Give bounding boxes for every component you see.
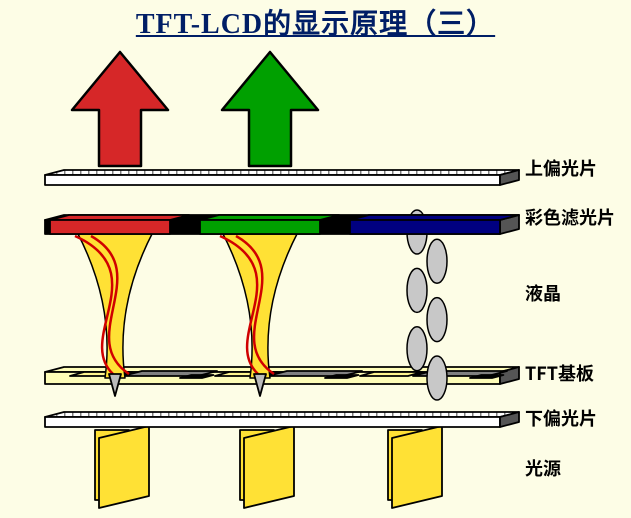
label-color-filter: 彩色滤光片	[525, 204, 615, 230]
label-top-polarizer: 上偏光片	[525, 155, 597, 181]
label-liquid-crystal: 液晶	[525, 280, 561, 306]
tft-lcd-diagram	[0, 0, 631, 518]
label-bottom-polarizer: 下偏光片	[525, 405, 597, 431]
label-tft-substrate: TFT基板	[525, 360, 594, 386]
diagram-stage: TFT-LCD的显示原理（三） 上偏光片彩色滤光片液晶TFT基板下偏光片光源	[0, 0, 631, 518]
label-backlight: 光源	[525, 455, 561, 481]
